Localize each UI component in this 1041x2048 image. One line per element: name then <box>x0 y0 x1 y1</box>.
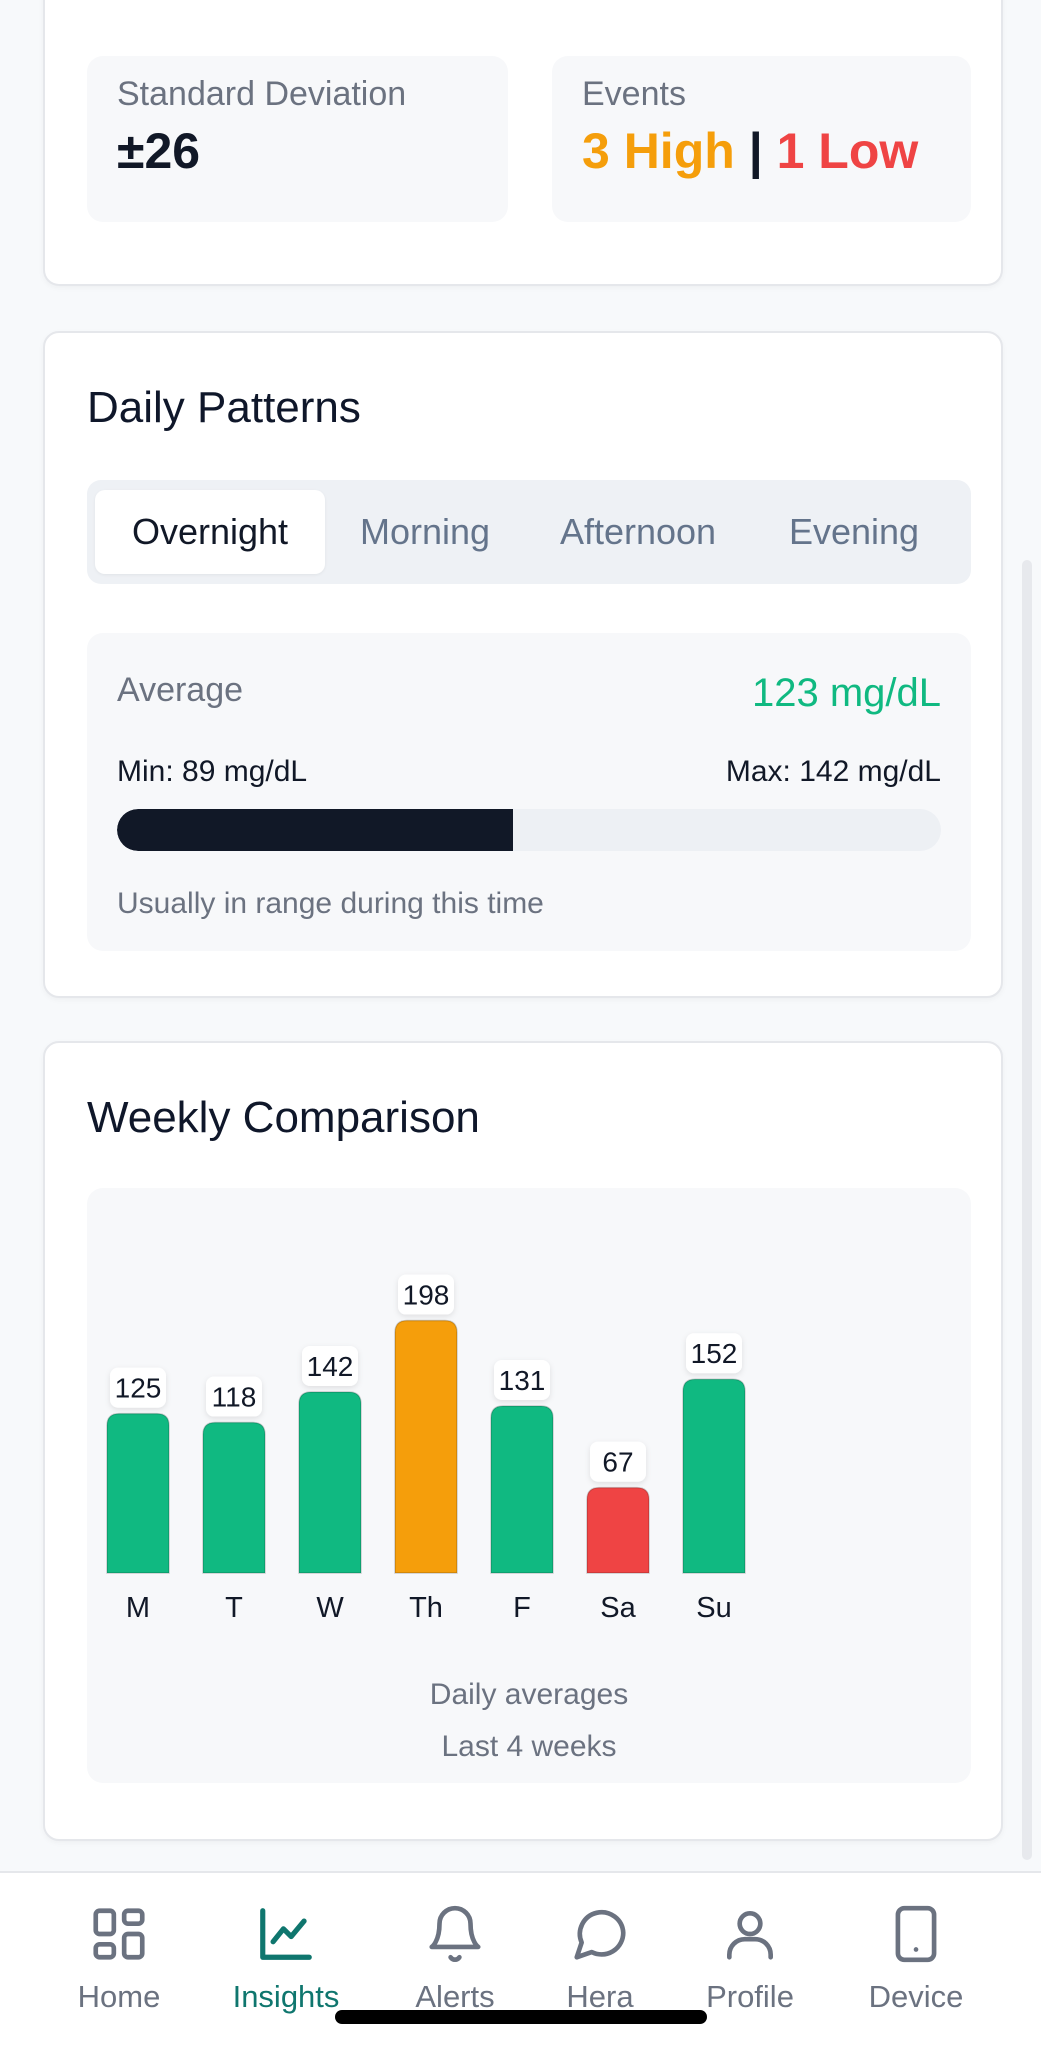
value-label-bg-sa <box>590 1441 646 1482</box>
std-dev-box: Standard Deviation ±26 <box>87 56 508 222</box>
bar-m[interactable] <box>106 1412 170 1574</box>
nav-hera[interactable]: Hera <box>515 1903 685 2015</box>
average-label: Average <box>117 671 244 709</box>
nav-label-hera: Hera <box>566 1979 634 2014</box>
range-note: Usually in range during this time <box>117 887 544 920</box>
nav-alerts[interactable]: Alerts <box>370 1903 540 2015</box>
nav-profile[interactable]: Profile <box>665 1903 835 2015</box>
weekly-bar-chart: 125 M 118 T 142 W 198 Th 131 F 67 Sa 152 Su <box>106 1274 746 1624</box>
value-label-bg-f <box>494 1359 550 1400</box>
average-value: 123 mg/dL <box>751 671 941 715</box>
tab-morning[interactable]: Morning <box>359 511 491 552</box>
value-label-th: 198 <box>403 1280 450 1311</box>
min-value: Min: 89 mg/dL <box>117 755 308 788</box>
value-label-w: 142 <box>307 1351 354 1382</box>
chart-caption-daily-averages: Daily averages <box>429 1678 629 1711</box>
bell-icon <box>429 1905 481 1962</box>
bar-f[interactable] <box>490 1405 554 1574</box>
value-label-sa: 67 <box>602 1447 633 1478</box>
nav-label-device: Device <box>868 1979 964 2014</box>
average-box: Average 123 mg/dL Min: 89 mg/dL Max: 142… <box>87 633 971 951</box>
category-label-m: M <box>126 1592 150 1624</box>
chat-bubble-icon <box>574 1909 626 1960</box>
grid-icon <box>93 1908 145 1960</box>
phone-device-icon <box>895 1905 937 1963</box>
nav-label-home: Home <box>77 1979 161 2014</box>
value-label-t: 118 <box>212 1382 257 1413</box>
events-high: 3 High <box>582 122 735 179</box>
std-dev-value: ±26 <box>117 122 201 179</box>
weekly-comparison-card: Weekly Comparison 125 M 118 T 142 W 198 Th 131 F 6… <box>43 1041 1003 1841</box>
person-icon <box>727 1911 773 1960</box>
tab-overnight[interactable]: Overnight <box>95 490 325 574</box>
bar-sa[interactable] <box>586 1486 650 1574</box>
bar-w[interactable] <box>298 1391 362 1574</box>
category-label-sa: Sa <box>600 1592 636 1624</box>
category-label-th: Th <box>409 1592 443 1624</box>
category-label-w: W <box>316 1592 344 1624</box>
std-dev-label: Standard Deviation <box>117 75 407 113</box>
value-label-bg-su <box>686 1333 742 1374</box>
home-indicator <box>335 2010 707 2024</box>
max-value: Max: 142 mg/dL <box>725 755 941 788</box>
scrollbar[interactable] <box>1022 560 1032 1860</box>
value-label-f: 131 <box>499 1365 546 1396</box>
category-label-f: F <box>513 1592 531 1624</box>
value-label-su: 152 <box>691 1338 738 1369</box>
weekly-chart: 125 M 118 T 142 W 198 Th 131 F 67 Sa 152 Su Daily ave… <box>87 1188 971 1783</box>
weekly-comparison-title: Weekly Comparison <box>87 1093 480 1142</box>
category-label-t: T <box>225 1592 243 1624</box>
daily-patterns-card: Daily Patterns Overnight Morning Afterno… <box>43 331 1003 998</box>
nav-home[interactable]: Home <box>34 1903 204 2015</box>
events-label: Events <box>582 75 686 113</box>
events-value: 3 High | 1 Low <box>582 121 941 181</box>
value-label-bg-m <box>110 1367 166 1408</box>
bar-su[interactable] <box>682 1378 746 1574</box>
category-label-su: Su <box>696 1592 731 1624</box>
nav-label-alerts: Alerts <box>415 1979 495 2014</box>
daily-patterns-title: Daily Patterns <box>87 383 361 432</box>
events-low: 1 Low <box>776 122 919 179</box>
range-bar-fill <box>117 809 513 851</box>
value-label-m: 125 <box>115 1373 162 1404</box>
nav-device[interactable]: Device <box>831 1903 1001 2015</box>
chart-caption-period: Last 4 weeks <box>441 1730 617 1763</box>
value-label-bg-t <box>206 1376 262 1417</box>
tab-afternoon[interactable]: Afternoon <box>559 511 717 552</box>
value-label-bg-w <box>302 1345 358 1386</box>
events-box: Events 3 High | 1 Low <box>552 56 971 222</box>
value-label-bg-th <box>398 1274 454 1315</box>
tab-evening[interactable]: Evening <box>788 511 920 552</box>
stats-card: Standard Deviation ±26 Events 3 High | 1… <box>43 0 1003 286</box>
nav-label-insights: Insights <box>232 1979 340 2014</box>
time-of-day-tabs: Overnight Morning Afternoon Evening <box>87 480 971 584</box>
chart-line-icon <box>260 1908 312 1960</box>
nav-label-profile: Profile <box>706 1979 794 2014</box>
bar-th[interactable] <box>394 1319 458 1574</box>
events-separator: | <box>748 122 763 179</box>
bar-t[interactable] <box>202 1421 266 1574</box>
nav-insights[interactable]: Insights <box>201 1903 371 2015</box>
range-bar <box>117 809 941 851</box>
